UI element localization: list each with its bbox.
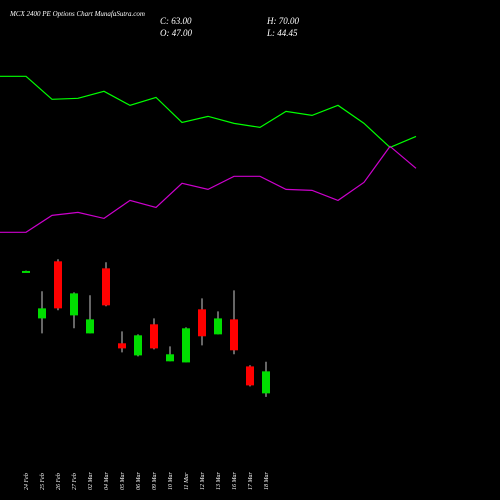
candle-body [22, 270, 30, 273]
x-tick-label: 18 Mar [264, 472, 270, 490]
x-tick-label: 16 Mar [232, 472, 238, 490]
indicator-line [0, 145, 417, 233]
candle-body [134, 335, 142, 356]
x-tick-label: 06 Mar [136, 472, 142, 490]
x-tick-label: 12 Mar [200, 472, 206, 490]
candle-body [214, 318, 222, 335]
x-tick-label: 02 Mar [88, 472, 94, 490]
candle-body [86, 319, 94, 334]
candle-body [246, 366, 254, 386]
ohlc-label: O: 47.00 [160, 28, 192, 38]
candle-body [70, 293, 78, 316]
candle-body [262, 371, 270, 394]
x-tick-label: 09 Mar [152, 472, 158, 490]
candle-body [38, 308, 46, 319]
candle-body [54, 261, 62, 309]
chart-title: MCX 2400 PE Options Chart MunafaSutra.co… [9, 10, 145, 18]
x-tick-label: 17 Mar [248, 472, 254, 490]
ohlc-label: L: 44.45 [266, 28, 298, 38]
x-tick-label: 27 Feb [72, 473, 78, 490]
x-tick-label: 24 Feb [23, 473, 30, 490]
x-tick-label: 26 Feb [56, 473, 62, 490]
x-tick-label: 05 Mar [120, 472, 126, 490]
x-tick-label: 04 Mar [103, 472, 110, 490]
x-tick-label: 13 Mar [216, 472, 222, 490]
x-tick-label: 11 Mar [184, 472, 190, 490]
candle-body [150, 324, 158, 349]
candle-body [182, 328, 190, 363]
candle-body [230, 319, 238, 351]
x-tick-label: 25 Feb [40, 473, 46, 490]
indicator-line [0, 75, 417, 149]
ohlc-label: H: 70.00 [266, 16, 299, 26]
ohlc-label: C: 63.00 [160, 16, 192, 26]
x-tick-label: 10 Mar [168, 472, 174, 490]
candle-body [166, 354, 174, 362]
candle-body [102, 268, 110, 306]
candle-body [198, 309, 206, 337]
candle-body [118, 343, 126, 349]
